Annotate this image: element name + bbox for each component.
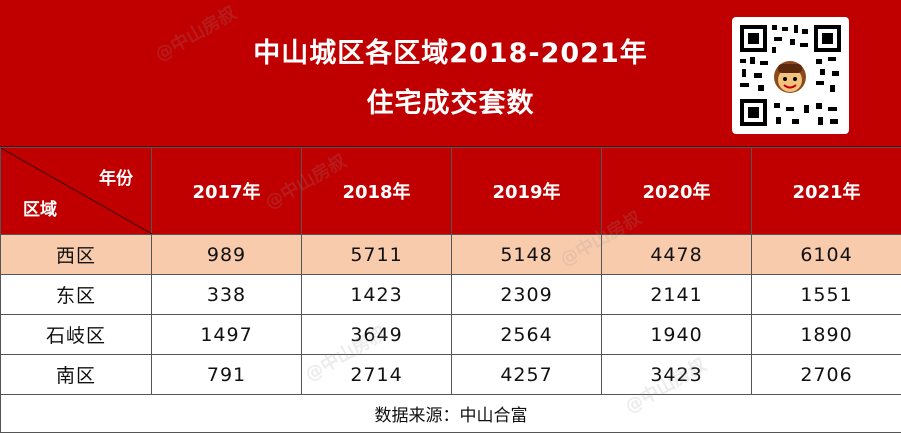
header-corner-cell: 年份 区域 xyxy=(1,148,152,235)
data-cell: 338 xyxy=(152,275,302,315)
data-cell: 2309 xyxy=(452,275,602,315)
year-header-2020: 2020年 xyxy=(602,148,752,235)
data-cell: 3423 xyxy=(602,355,752,395)
data-cell: 4257 xyxy=(452,355,602,395)
year-header-2018: 2018年 xyxy=(302,148,452,235)
region-label: 东区 xyxy=(1,275,152,315)
corner-region-label: 区域 xyxy=(23,195,57,220)
table-row-nanqu: 南区 791 2714 4257 3423 2706 xyxy=(1,355,901,395)
data-cell: 791 xyxy=(152,355,302,395)
table-row-xiqu: 西区 989 5711 5148 4478 6104 xyxy=(1,235,901,275)
data-cell: 2141 xyxy=(602,275,752,315)
title-banner: 中山城区各区域2018-2021年 住宅成交套数 xyxy=(0,0,901,147)
data-cell: 2714 xyxy=(302,355,452,395)
data-cell: 3649 xyxy=(302,315,452,355)
data-cell: 6104 xyxy=(752,235,901,275)
region-label: 西区 xyxy=(1,235,152,275)
qr-code-graphic xyxy=(732,17,849,134)
data-cell: 1497 xyxy=(152,315,302,355)
year-header-2021: 2021年 xyxy=(752,148,901,235)
corner-diagonal-line xyxy=(1,148,152,234)
data-cell: 1890 xyxy=(752,315,901,355)
data-cell: 2564 xyxy=(452,315,602,355)
data-cell: 5148 xyxy=(452,235,602,275)
data-cell: 4478 xyxy=(602,235,752,275)
table-row-dongqu: 东区 338 1423 2309 2141 1551 xyxy=(1,275,901,315)
data-cell: 989 xyxy=(152,235,302,275)
region-label: 南区 xyxy=(1,355,152,395)
corner-year-label: 年份 xyxy=(99,164,133,189)
data-cell: 2706 xyxy=(752,355,901,395)
data-cell: 1423 xyxy=(302,275,452,315)
data-table: 年份 区域 2017年 2018年 2019年 2020年 2021年 西区 9… xyxy=(0,147,901,433)
data-cell: 1940 xyxy=(602,315,752,355)
year-header-2017: 2017年 xyxy=(152,148,302,235)
region-label: 石岐区 xyxy=(1,315,152,355)
data-cell: 1551 xyxy=(752,275,901,315)
source-row: 数据来源：中山合富 xyxy=(1,395,901,433)
year-header-2019: 2019年 xyxy=(452,148,602,235)
source-note: 数据来源：中山合富 xyxy=(1,395,901,433)
data-cell: 5711 xyxy=(302,235,452,275)
table-row-shiqiqu: 石岐区 1497 3649 2564 1940 1890 xyxy=(1,315,901,355)
header-row: 年份 区域 2017年 2018年 2019年 2020年 2021年 xyxy=(1,148,901,235)
qr-code-icon xyxy=(732,17,849,134)
